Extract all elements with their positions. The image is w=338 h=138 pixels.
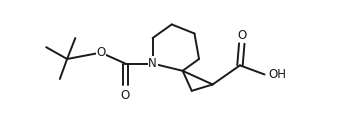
Text: O: O (96, 46, 105, 59)
Text: O: O (121, 89, 130, 102)
Text: OH: OH (268, 68, 286, 81)
Text: N: N (148, 57, 157, 70)
Text: O: O (237, 29, 246, 42)
